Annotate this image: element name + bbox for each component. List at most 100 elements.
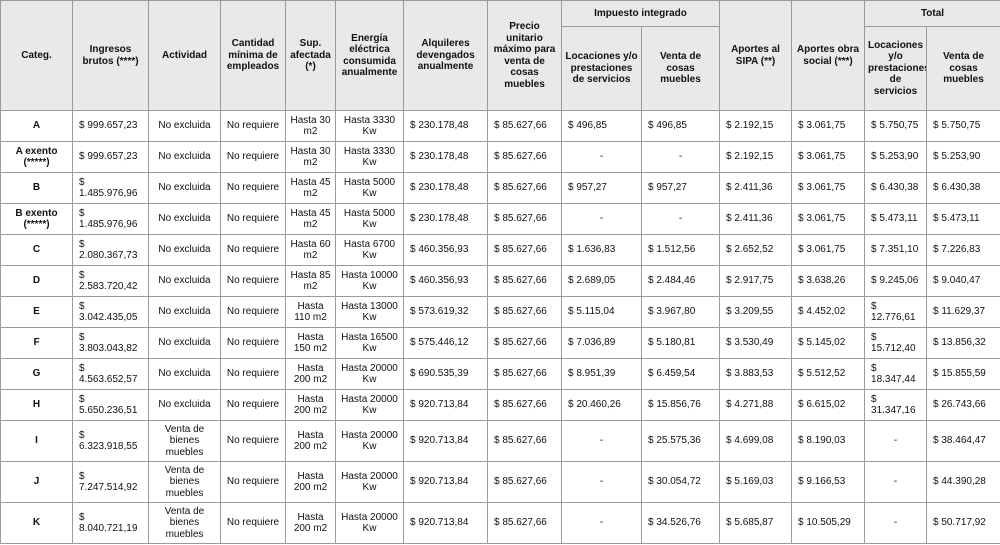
table-cell: Venta de bienes muebles <box>148 461 221 503</box>
table-cell: $ 85.627,66 <box>487 172 562 204</box>
table-cell: $ 3.883,53 <box>719 358 793 390</box>
table-cell: - <box>640 203 721 235</box>
table-cell: No excluida <box>148 234 221 266</box>
table-cell: Hasta 20000 Kw <box>335 502 404 544</box>
table-cell: $ 2.484,46 <box>640 265 721 297</box>
table-cell: No requiere <box>220 110 286 142</box>
table-cell: $ 690.535,39 <box>403 358 488 390</box>
table-cell: $ 85.627,66 <box>487 296 562 328</box>
table-row: B $ 1.485.976,96 No excluida No requiere Has… <box>0 172 1000 204</box>
table-cell: $ 5.650.236,51 <box>72 389 149 421</box>
table-cell: $ 6.430,38 <box>864 172 928 204</box>
table-cell: $ 957,27 <box>561 172 642 204</box>
table-cell: Hasta 85 m2 <box>285 265 336 297</box>
table-row: B exento (*****) $ 1.485.976,96 No excluid… <box>0 203 1000 235</box>
table-cell: Hasta 20000 Kw <box>335 420 404 462</box>
table-cell: Hasta 13000 Kw <box>335 296 404 328</box>
table-cell: - <box>864 461 928 503</box>
table-cell: $ 85.627,66 <box>487 502 562 544</box>
table-cell: $ 85.627,66 <box>487 420 562 462</box>
table-cell: Hasta 6700 Kw <box>335 234 404 266</box>
table-cell: $ 9.040,47 <box>926 265 1000 297</box>
table-cell: No requiere <box>220 234 286 266</box>
table-cell: $ 230.178,48 <box>403 110 488 142</box>
table-cell: Hasta 60 m2 <box>285 234 336 266</box>
table-cell: $ 3.061,75 <box>791 203 866 235</box>
table-cell: $ 1.636,83 <box>561 234 642 266</box>
table-cell: Hasta 20000 Kw <box>335 461 404 503</box>
table-cell: $ 6.615,02 <box>791 389 866 421</box>
table-cell: No requiere <box>220 141 286 173</box>
table-cell: No requiere <box>220 327 286 359</box>
table-cell: $ 999.657,23 <box>72 110 149 142</box>
table-cell: - <box>561 502 642 544</box>
table-cell: $ 5.180,81 <box>640 327 721 359</box>
table-cell: $ 85.627,66 <box>487 203 562 235</box>
table-row: J $ 7.247.514,92 Venta de bienes muebles No… <box>0 461 1000 503</box>
table-cell: - <box>864 420 928 462</box>
table-cell: $ 2.411,36 <box>719 172 793 204</box>
table-cell: $ 15.856,76 <box>640 389 721 421</box>
table-row: G $ 4.563.652,57 No excluida No requiere Has… <box>0 358 1000 390</box>
table-cell: $ 26.743,66 <box>926 389 1000 421</box>
table-cell: $ 3.209,55 <box>719 296 793 328</box>
header-cell: Cantidad mínima de empleados <box>220 0 286 111</box>
table-cell: $ 85.627,66 <box>487 234 562 266</box>
table-cell: $ 7.036,89 <box>561 327 642 359</box>
table-cell: $ 5.253,90 <box>864 141 928 173</box>
table-cell: A <box>0 110 73 142</box>
table-cell: No excluida <box>148 265 221 297</box>
header-cell: Ingresos brutos (****) <box>72 0 149 111</box>
table-cell: Hasta 10000 Kw <box>335 265 404 297</box>
table-cell: B exento (*****) <box>0 203 73 235</box>
table-cell: $ 3.042.435,05 <box>72 296 149 328</box>
table-cell: $ 575.446,12 <box>403 327 488 359</box>
table-row: C $ 2.080.367,73 No excluida No requiere Has… <box>0 234 1000 266</box>
table-cell: $ 2.192,15 <box>719 141 793 173</box>
header-cell: Alquileres devengados anualmente <box>403 0 488 111</box>
table-cell: $ 5.685,87 <box>719 502 793 544</box>
table-cell: $ 2.689,05 <box>561 265 642 297</box>
table-cell: No excluida <box>148 110 221 142</box>
table-cell: No excluida <box>148 172 221 204</box>
header-cell: Precio unitario máximo para venta de cos… <box>487 0 562 111</box>
table-cell: $ 20.460,26 <box>561 389 642 421</box>
table-cell: $ 85.627,66 <box>487 389 562 421</box>
table-cell: Hasta 5000 Kw <box>335 172 404 204</box>
table-cell: $ 3.061,75 <box>791 110 866 142</box>
table-cell: Hasta 20000 Kw <box>335 389 404 421</box>
table-cell: $ 31.347,16 <box>864 389 928 421</box>
header-group: Impuesto integrado <box>560 0 721 27</box>
table-row: D $ 2.583.720,42 No excluida No requiere Has… <box>0 265 1000 297</box>
table-cell: $ 25.575,36 <box>640 420 721 462</box>
table-cell: Hasta 200 m2 <box>285 420 336 462</box>
table-cell: No excluida <box>148 358 221 390</box>
table-body: A $ 999.657,23 No excluida No requiere Hasta… <box>0 110 1000 544</box>
table-cell: $ 3.061,75 <box>791 172 866 204</box>
table-cell: $ 9.245,06 <box>864 265 928 297</box>
table-cell: $ 1.485.976,96 <box>72 203 149 235</box>
header-cell: Actividad <box>148 0 221 111</box>
table-cell: $ 8.040.721,19 <box>72 502 149 544</box>
table-row: I $ 6.323.918,55 Venta de bienes muebles No… <box>0 420 1000 462</box>
table-cell: $ 15.712,40 <box>864 327 928 359</box>
table-cell: Hasta 3330 Kw <box>335 110 404 142</box>
table-cell: $ 4.271,88 <box>719 389 793 421</box>
table-cell: $ 12.776,61 <box>864 296 928 328</box>
table-cell: No excluida <box>148 389 221 421</box>
table-cell: $ 230.178,48 <box>403 172 488 204</box>
table-cell: $ 5.253,90 <box>926 141 1000 173</box>
table-row: K $ 8.040.721,19 Venta de bienes muebles No… <box>0 502 1000 544</box>
table-cell: $ 6.430,38 <box>926 172 1000 204</box>
table-cell: $ 920.713,84 <box>403 461 488 503</box>
table-cell: $ 13.856,32 <box>926 327 1000 359</box>
table-cell: $ 85.627,66 <box>487 461 562 503</box>
table-cell: No requiere <box>220 265 286 297</box>
table-cell: $ 85.627,66 <box>487 265 562 297</box>
table-cell: $ 10.505,29 <box>791 502 866 544</box>
table-cell: D <box>0 265 73 297</box>
table-cell: $ 4.452,02 <box>791 296 866 328</box>
table-cell: $ 2.192,15 <box>719 110 793 142</box>
header-cell: Venta de cosas muebles <box>640 26 721 111</box>
